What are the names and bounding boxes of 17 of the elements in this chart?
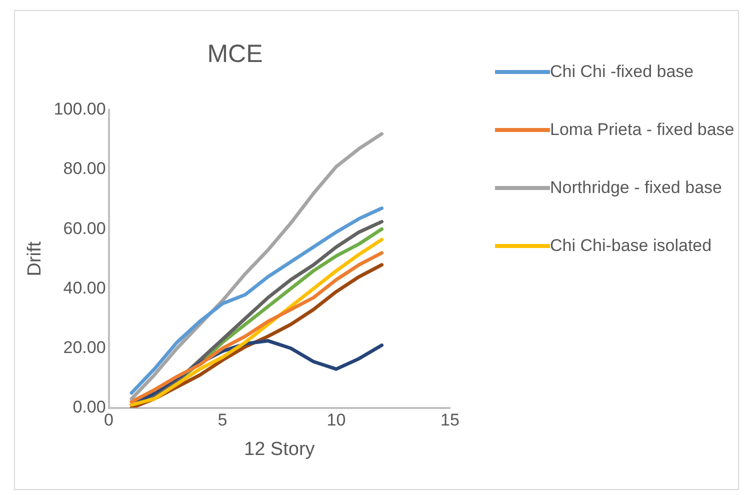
y-axis-title: Drift <box>24 240 46 276</box>
y-tick-label: 0.00 <box>72 397 106 416</box>
chart-title: MCE <box>207 40 263 68</box>
y-tick-label: 100.00 <box>54 100 106 119</box>
x-tick-label: 5 <box>218 410 228 430</box>
legend-label: Chi Chi-base isolated <box>550 235 712 257</box>
x-tick-label: 0 <box>104 410 114 430</box>
y-tick-label: 60.00 <box>63 218 106 238</box>
y-tick-label: 80.00 <box>63 159 106 178</box>
legend-label: Northridge - fixed base <box>550 177 722 199</box>
x-tick-label: 10 <box>326 410 346 430</box>
legend-label: Chi Chi -fixed base <box>550 61 694 83</box>
x-tick-label: 15 <box>440 410 460 430</box>
y-tick-label: 40.00 <box>63 278 106 298</box>
legend-label: Loma Prieta - fixed base <box>550 119 734 141</box>
y-tick-label: 20.00 <box>63 338 106 357</box>
x-axis-title: 12 Story <box>244 438 316 460</box>
